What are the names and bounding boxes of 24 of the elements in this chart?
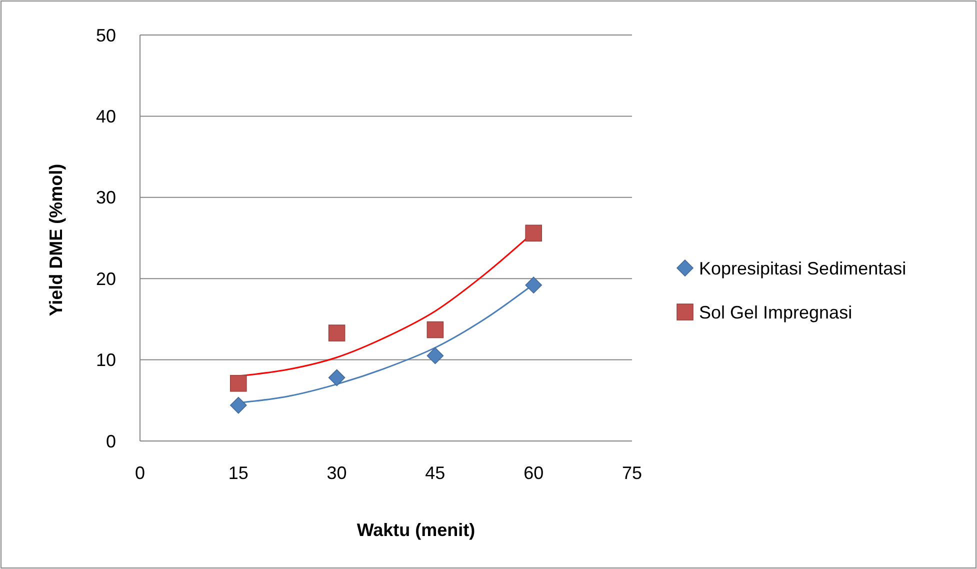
- y-tick-label: 20: [96, 268, 116, 289]
- y-tick-label: 40: [96, 106, 116, 126]
- point: [426, 321, 444, 338]
- x-tick-label: 60: [524, 463, 544, 483]
- x-tick-label: 0: [134, 463, 146, 483]
- x-tick-label: 15: [228, 463, 248, 483]
- y-axis-title: Yield DME (%mol): [46, 164, 66, 316]
- x-tick-label: 45: [425, 463, 446, 483]
- point: [230, 374, 247, 392]
- y-tick-label: 0: [106, 431, 116, 452]
- x-tick-label: 30: [326, 463, 347, 483]
- point: [230, 396, 247, 414]
- point: [426, 347, 444, 364]
- x-tick-label: 75: [622, 463, 642, 483]
- legend-label: Kopresipitasi Sedimentasi: [699, 258, 906, 278]
- y-tick-label: 10: [96, 350, 116, 370]
- x-axis-title: Waktu (menit): [356, 520, 476, 540]
- y-tick-label: 30: [96, 188, 116, 208]
- y-tick-label: 50: [96, 25, 116, 46]
- legend-label: Sol Gel Impregnasi: [699, 302, 852, 322]
- point: [525, 224, 542, 242]
- point: [328, 324, 346, 342]
- point: [525, 276, 542, 294]
- point: [328, 369, 346, 386]
